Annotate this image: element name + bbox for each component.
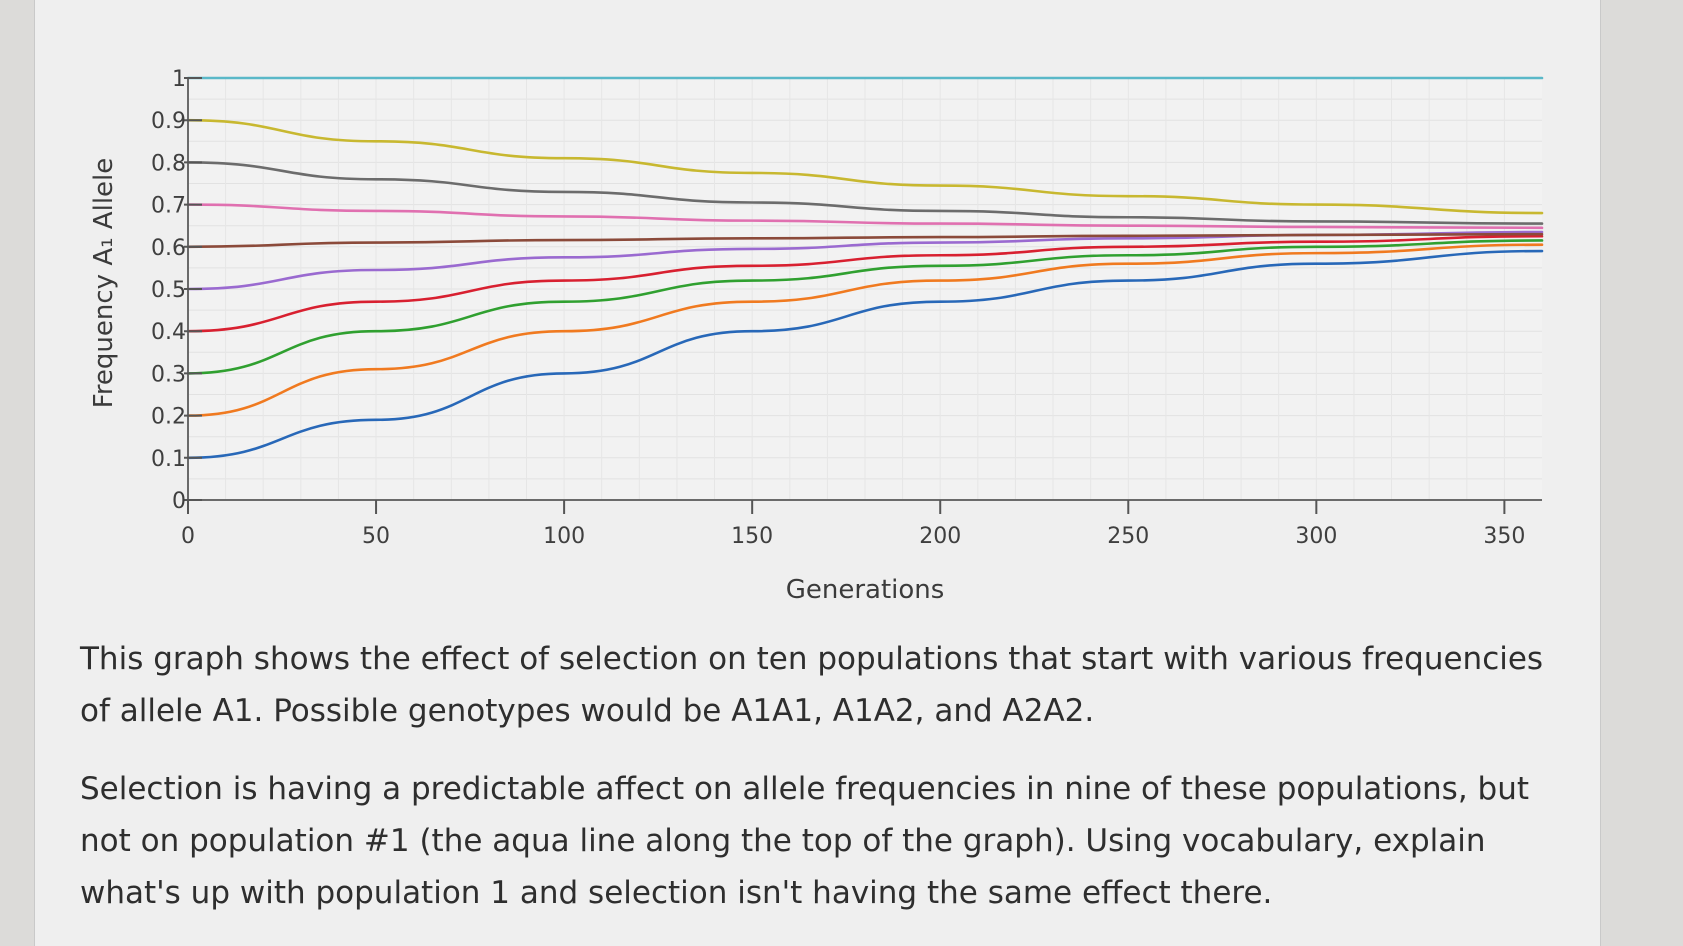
series-line: [186, 118, 1544, 215]
allele-frequency-chart: 0 0.1 0.2 0.3 0.4 0.5 0.6 0.7 0.8 0.9 1 0 50 100 150 20…: [89, 67, 1544, 605]
x-tick-label: 250: [1107, 524, 1149, 549]
y-axis-title: Frequency A₁ Allele: [89, 158, 119, 409]
x-tick-label: 50: [362, 524, 390, 549]
series-line: [186, 243, 1544, 417]
y-tick-label: 1: [172, 67, 186, 92]
y-tick-label: 0: [172, 489, 186, 514]
y-tick-label: 0.6: [151, 236, 186, 261]
y-tick-label: 0.3: [151, 362, 186, 387]
axis-labels: 0 0.1 0.2 0.3 0.4 0.5 0.6 0.7 0.8 0.9 1 0 50 100 150 20…: [89, 67, 1525, 605]
chart-svg: 0 0.1 0.2 0.3 0.4 0.5 0.6 0.7 0.8 0.9 1 0 50 100 150 20…: [89, 67, 1544, 605]
x-tick-label: 100: [543, 524, 585, 549]
y-tick-label: 0.8: [151, 151, 186, 176]
series-lines: [186, 76, 1544, 460]
y-tick-label: 0.5: [151, 278, 186, 303]
x-tick-label: 200: [919, 524, 961, 549]
x-tick-label: 350: [1483, 524, 1525, 549]
x-tick-label: 0: [181, 524, 195, 549]
series-line: [186, 249, 1544, 460]
series-line: [186, 232, 1544, 249]
series-line: [186, 234, 1544, 333]
y-tick-label: 0.7: [151, 194, 186, 219]
x-tick-label: 300: [1295, 524, 1337, 549]
series-line: [186, 239, 1544, 375]
x-axis-title: Generations: [786, 575, 945, 605]
axes: [184, 77, 1542, 514]
y-tick-label: 0.4: [151, 320, 186, 345]
question-paragraph-1: This graph shows the effect of selection…: [80, 641, 1544, 729]
series-line: [186, 203, 1544, 230]
y-tick-label: 0.1: [151, 447, 186, 472]
x-tick-label: 150: [731, 524, 773, 549]
y-tick-label: 0.2: [151, 405, 186, 430]
y-tick-label: 0.9: [151, 109, 186, 134]
question-paragraph-2: Selection is having a predictable affect…: [80, 771, 1530, 911]
series-line: [186, 161, 1544, 225]
